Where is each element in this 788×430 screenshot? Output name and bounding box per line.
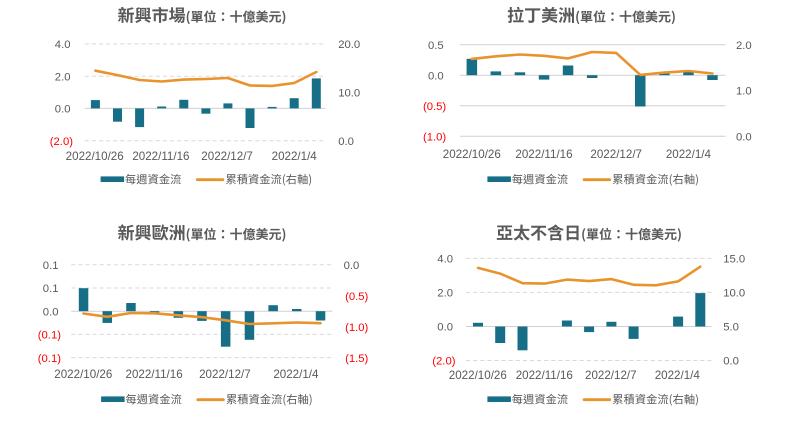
- svg-text:(1.0): (1.0): [345, 322, 368, 334]
- svg-text:15.0: 15.0: [723, 254, 745, 266]
- svg-text:0.1: 0.1: [43, 260, 59, 272]
- svg-text:2022/12/7: 2022/12/7: [590, 148, 642, 161]
- svg-text:0.5: 0.5: [428, 40, 444, 52]
- svg-text:20.0: 20.0: [338, 39, 360, 51]
- svg-text:0.0: 0.0: [736, 131, 752, 143]
- svg-text:0.0: 0.0: [437, 322, 453, 334]
- svg-text:(0.5): (0.5): [423, 101, 446, 113]
- svg-text:(1.5): (1.5): [345, 353, 368, 365]
- svg-text:0.0: 0.0: [43, 306, 59, 318]
- svg-text:2022/10/26: 2022/10/26: [449, 369, 507, 382]
- svg-text:(0.1): (0.1): [38, 330, 61, 342]
- svg-text:2022/10/26: 2022/10/26: [54, 368, 112, 381]
- svg-text:1.0: 1.0: [736, 86, 752, 98]
- svg-text:0.0: 0.0: [428, 70, 444, 82]
- svg-text:0.1: 0.1: [43, 283, 59, 295]
- svg-text:0.0: 0.0: [338, 136, 354, 148]
- svg-text:2022/12/7: 2022/12/7: [199, 368, 251, 381]
- svg-text:0.0: 0.0: [55, 104, 71, 116]
- svg-text:4.0: 4.0: [55, 39, 71, 51]
- svg-text:10.0: 10.0: [338, 88, 360, 100]
- svg-text:2.0: 2.0: [736, 40, 752, 52]
- svg-text:5.0: 5.0: [723, 322, 739, 334]
- svg-text:(1.0): (1.0): [423, 131, 446, 143]
- svg-text:2022/12/7: 2022/12/7: [201, 150, 253, 163]
- svg-text:0.0: 0.0: [344, 260, 360, 272]
- svg-text:2022/11/16: 2022/11/16: [132, 150, 189, 163]
- svg-text:10.0: 10.0: [723, 288, 745, 300]
- svg-text:(0.1): (0.1): [38, 353, 61, 365]
- svg-text:2.0: 2.0: [55, 71, 71, 83]
- svg-text:2022/10/26: 2022/10/26: [443, 148, 501, 161]
- svg-text:(0.5): (0.5): [345, 291, 368, 303]
- svg-text:2022/11/16: 2022/11/16: [516, 369, 573, 382]
- svg-text:2.0: 2.0: [437, 288, 453, 300]
- svg-text:2022/11/16: 2022/11/16: [126, 368, 183, 381]
- svg-text:2022/1/4: 2022/1/4: [655, 369, 701, 382]
- svg-text:2022/11/16: 2022/11/16: [515, 148, 572, 161]
- svg-text:2022/1/4: 2022/1/4: [273, 368, 319, 381]
- svg-text:0.0: 0.0: [723, 356, 739, 368]
- svg-text:4.0: 4.0: [437, 254, 453, 266]
- svg-text:2022/10/26: 2022/10/26: [66, 150, 124, 163]
- svg-text:2022/1/4: 2022/1/4: [666, 148, 712, 161]
- svg-text:(2.0): (2.0): [432, 356, 455, 368]
- svg-text:2022/12/7: 2022/12/7: [585, 369, 637, 382]
- svg-text:(2.0): (2.0): [50, 136, 73, 148]
- svg-text:2022/1/4: 2022/1/4: [272, 150, 318, 163]
